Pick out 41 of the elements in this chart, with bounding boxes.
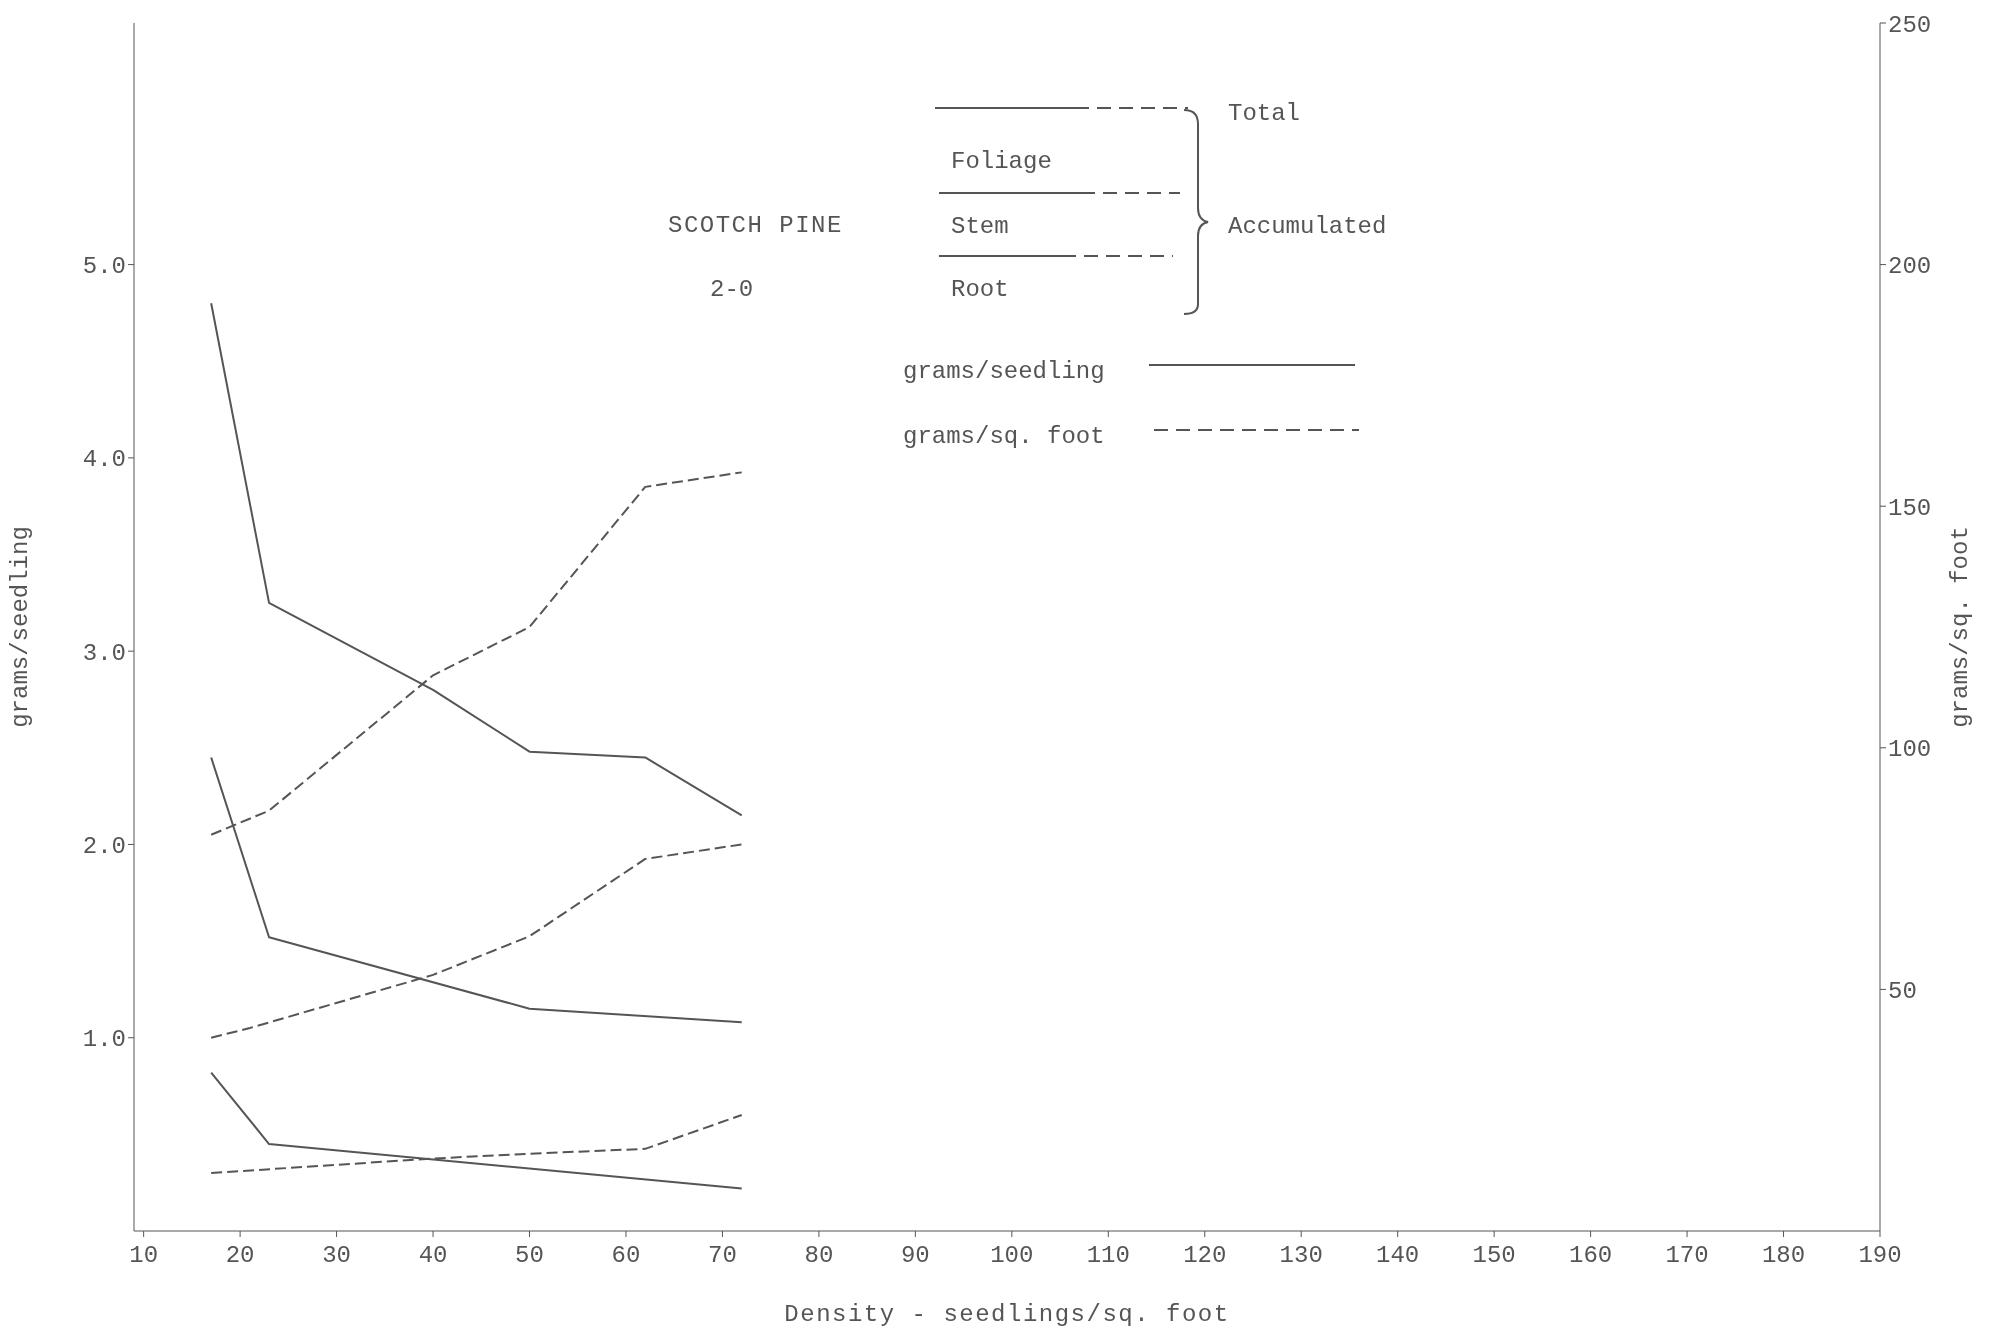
y-tick-label: 1.0 (82, 1026, 126, 1054)
y2-tick-label: 50 (1888, 977, 1917, 1005)
x-tick-label: 60 (611, 1242, 641, 1270)
y2-axis-title: grams/sq. foot (1946, 526, 1974, 728)
x-tick-label: 130 (1279, 1242, 1323, 1270)
x-tick-label: 80 (804, 1242, 834, 1270)
x-tick-label: 10 (129, 1242, 159, 1270)
x-tick-label: 160 (1569, 1242, 1613, 1270)
y-tick-label: 3.0 (82, 639, 126, 667)
y-axis-title: grams/seedling (6, 526, 34, 728)
annotation: Foliage (951, 148, 1052, 175)
annotation: Stem (951, 213, 1009, 240)
x-axis-title: Density - seedlings/sq. foot (784, 1301, 1230, 1328)
y2-tick-label: 100 (1888, 736, 1932, 764)
x-tick-label: 50 (515, 1242, 544, 1270)
y2-tick-label: 200 (1888, 253, 1932, 281)
x-tick-label: 20 (225, 1242, 255, 1270)
x-tick-label: 180 (1761, 1242, 1806, 1270)
y-tick-label: 5.0 (82, 253, 126, 281)
x-tick-label: 40 (418, 1242, 448, 1270)
x-tick-label: 170 (1665, 1242, 1709, 1270)
y-tick-label: 4.0 (82, 446, 126, 474)
annotation: grams/sq. foot (903, 423, 1105, 450)
x-tick-label: 70 (708, 1242, 737, 1270)
x-tick-label: 90 (900, 1242, 930, 1270)
annotation: Root (951, 276, 1009, 303)
annotation: Total (1228, 100, 1301, 127)
x-tick-label: 150 (1472, 1242, 1516, 1270)
x-tick-label: 30 (322, 1242, 351, 1270)
annotation: Accumulated (1228, 213, 1387, 240)
x-tick-label: 140 (1376, 1242, 1420, 1270)
text: SCOTCH PINE (668, 212, 843, 239)
y2-tick-label: 150 (1888, 494, 1932, 522)
x-tick-label: 110 (1086, 1242, 1130, 1270)
x-tick-label: 120 (1183, 1242, 1227, 1270)
x-tick-label: 100 (990, 1242, 1034, 1270)
x-tick-label: 190 (1858, 1242, 1902, 1270)
y2-tick-label: 250 (1888, 11, 1932, 39)
text: 2-0 (710, 276, 754, 303)
annotation: grams/seedling (903, 358, 1105, 385)
y-tick-label: 2.0 (82, 832, 126, 860)
